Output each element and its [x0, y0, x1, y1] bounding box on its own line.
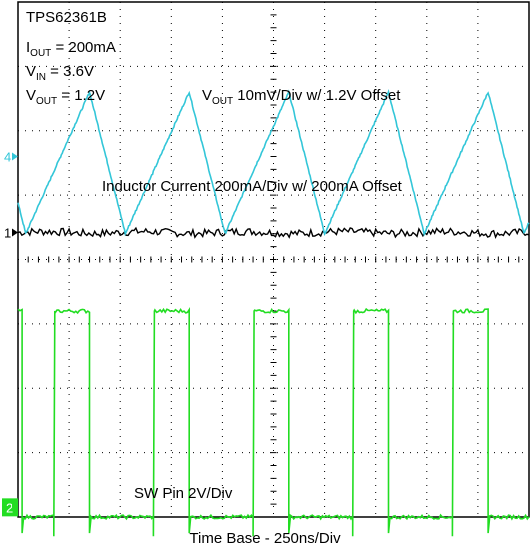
- channel-1-marker: 1: [4, 225, 18, 240]
- sw-pin-trace: [17, 307, 530, 537]
- channel-4-marker: 4: [4, 150, 18, 165]
- vout-label: VOUT = 1.2V: [26, 87, 105, 107]
- channel-2-marker-box: [2, 498, 18, 517]
- inductor-scale-label: Inductor Current 200mA/Div w/ 200mA Offs…: [102, 178, 403, 195]
- channel-markers: 1 4 2: [2, 150, 18, 517]
- sw-scale-label: SW Pin 2V/Div: [134, 485, 233, 502]
- x-axis-label: Time Base - 250ns/Div: [189, 530, 341, 547]
- channel-2-marker-text: 2: [6, 500, 13, 515]
- channel-2-marker: 2: [2, 498, 18, 517]
- inductor-current-trace: [17, 89, 530, 237]
- channel-2-marker-arrow: [12, 503, 18, 512]
- channel-4-marker-arrow: [12, 152, 18, 161]
- vout-scale-label: VOUT 10mV/Div w/ 1.2V Offset: [202, 87, 401, 107]
- channel-4-marker-text: 4: [4, 150, 11, 165]
- vout-trace: [17, 226, 530, 239]
- iout-label: IOUT = 200mA: [26, 39, 116, 59]
- channel-1-marker-arrow: [12, 228, 18, 237]
- vin-label: VIN = 3.6V: [26, 63, 94, 83]
- device-label: TPS62361B: [26, 9, 107, 26]
- traces: [17, 89, 530, 537]
- grid: [17, 1, 530, 518]
- channel-1-marker-text: 1: [4, 225, 11, 240]
